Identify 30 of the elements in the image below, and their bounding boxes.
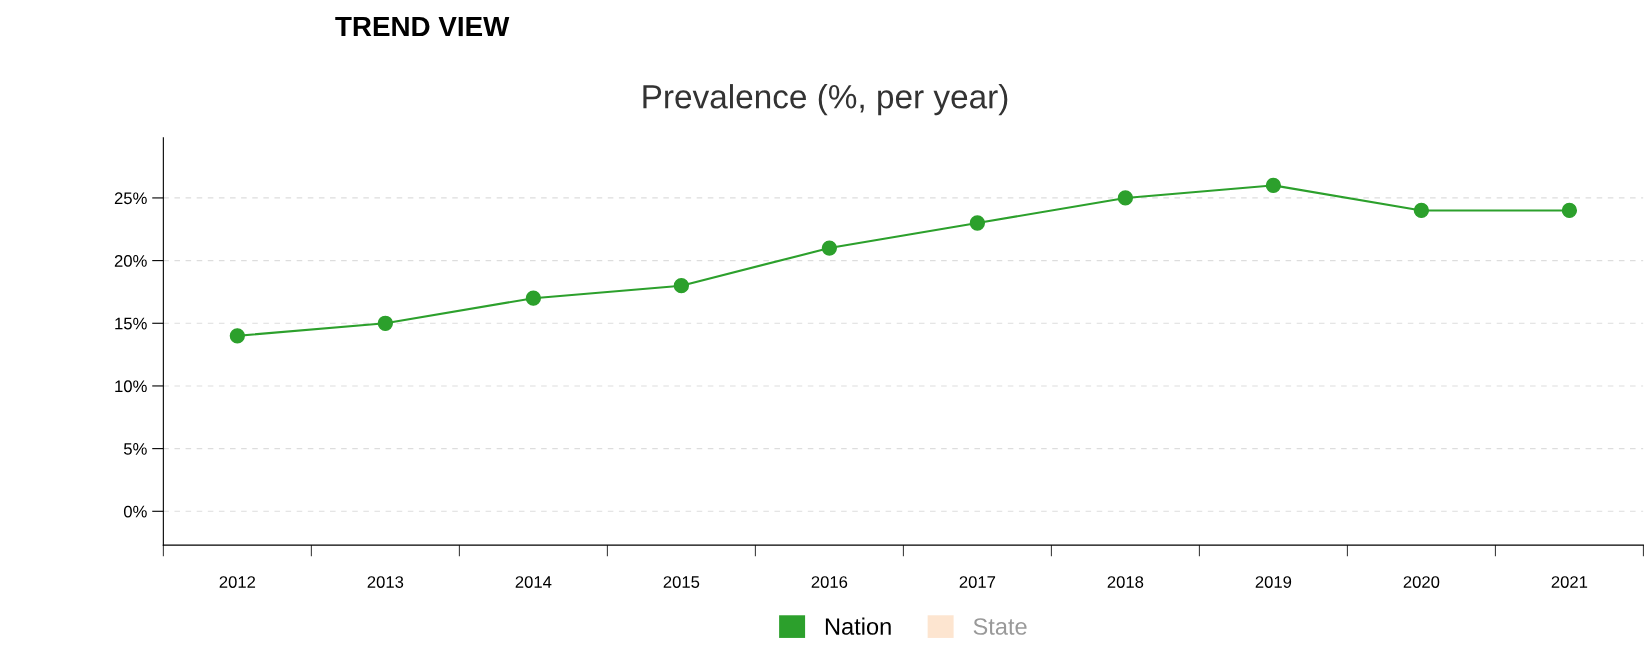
legend-label: Nation <box>825 617 891 635</box>
point <box>1413 202 1430 219</box>
x-tick-label: 2019 <box>1255 576 1292 588</box>
x-tick-label: 2016 <box>811 576 848 588</box>
chart-title: Prevalence (%, per year) <box>643 84 1008 116</box>
x-tick-label: 2021 <box>1551 576 1588 588</box>
point <box>1117 190 1134 206</box>
y-tick-label: 20% <box>114 255 147 267</box>
x-tick-label: 2017 <box>959 576 996 588</box>
x-tick-label: 2014 <box>515 576 552 588</box>
x-tick-label: 2013 <box>367 576 404 588</box>
text: TREND VIEW <box>335 16 510 37</box>
x-tick-label: 2012 <box>219 576 256 588</box>
point <box>377 315 393 331</box>
x-tick-label: 2020 <box>1403 576 1440 588</box>
point <box>229 328 245 344</box>
y-tick-label: 0% <box>123 505 147 518</box>
x-tick-label: 2018 <box>1107 576 1144 588</box>
point <box>969 215 986 231</box>
y-tick-label: 5% <box>123 443 147 455</box>
x-tick-label: 2015 <box>663 576 700 588</box>
y-tick-label: 15% <box>115 317 147 330</box>
point <box>821 240 838 256</box>
point <box>525 290 542 306</box>
legend-label: State <box>973 618 1027 635</box>
point <box>1561 202 1578 219</box>
point <box>1265 177 1282 194</box>
point <box>673 278 690 294</box>
y-tick-label: 10% <box>115 380 147 393</box>
y-tick-label: 25% <box>114 192 147 205</box>
